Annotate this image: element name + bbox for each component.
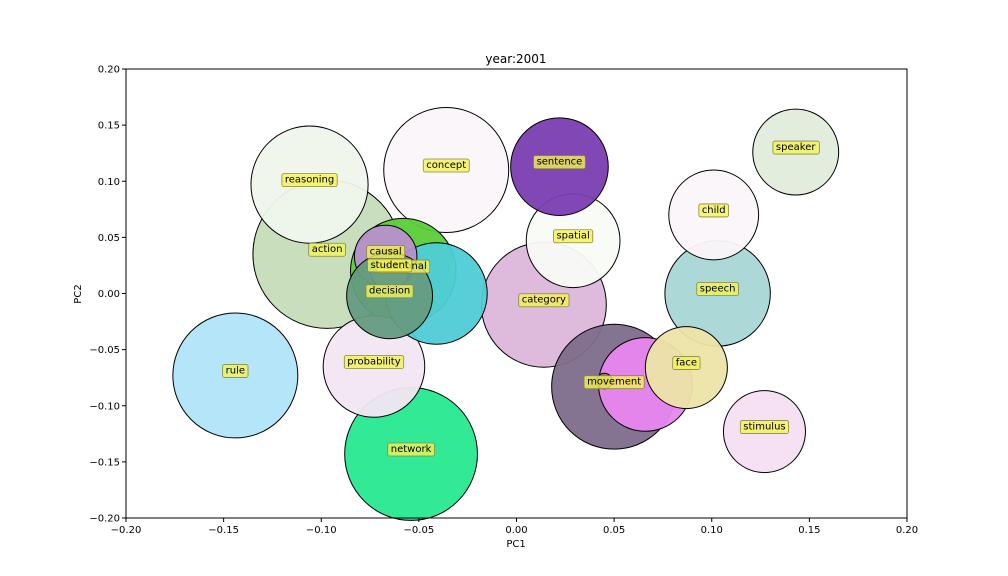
bubble-label-text: concept	[426, 160, 466, 171]
bubble-label-box	[281, 173, 338, 188]
y-tick-label: 0.10	[98, 177, 120, 188]
bubble-label-box	[553, 229, 594, 244]
x-tick-label: −0.20	[111, 525, 142, 536]
bubble-label-box	[533, 155, 586, 170]
x-tick-label: −0.10	[306, 525, 337, 536]
bubble-label-box	[308, 242, 346, 257]
bubble-label-box	[739, 420, 790, 434]
bubble-label-text: child	[702, 205, 726, 216]
bubble-label-text: reasoning	[285, 175, 334, 186]
bubble-label-causal: causal	[366, 245, 406, 259]
bubble-label-box	[672, 356, 701, 370]
bubble-label-text: action	[312, 244, 343, 255]
bubble-label-text: probability	[347, 356, 400, 367]
bubble-label-action: action	[308, 242, 346, 257]
bubble-label-text: speech	[700, 284, 736, 295]
bubble-label-stimulus: stimulus	[739, 420, 790, 434]
x-axis-label: PC1	[506, 539, 525, 550]
bubble-label-box	[583, 375, 645, 390]
bubble-label-box	[387, 442, 435, 457]
x-tick-label: −0.15	[208, 525, 239, 536]
y-tick-label: −0.15	[89, 457, 120, 468]
chart-title: year:2001	[485, 52, 546, 66]
bubble-label-text: stimulus	[743, 422, 785, 433]
bubble-label-movement: movement	[583, 375, 645, 390]
bubble-label-probability: probability	[343, 355, 405, 369]
y-tick-label: 0.15	[98, 121, 120, 132]
y-tick-label: −0.05	[89, 345, 120, 356]
y-tick-label: −0.20	[89, 514, 120, 525]
bubble-label-box	[772, 140, 820, 155]
x-tick-label: 0.00	[505, 525, 527, 536]
x-tick-label: −0.05	[404, 525, 435, 536]
bubble-label-box	[518, 293, 570, 308]
bubble-label-reasoning: reasoning	[281, 173, 338, 188]
y-tick-label: 0.00	[98, 289, 120, 300]
bubble-label-child: child	[698, 203, 729, 218]
bubble-label-text: category	[522, 295, 566, 306]
bubble-label-box	[367, 258, 413, 273]
bubble-label-text: speaker	[776, 142, 816, 153]
bubble-label-speaker: speaker	[772, 140, 820, 155]
bubble-label-text: student	[370, 260, 408, 271]
bubble-label-box	[366, 245, 406, 259]
x-tick-label: 0.10	[701, 525, 723, 536]
bubble-label-concept: concept	[422, 158, 470, 173]
bubble-label-category: category	[518, 293, 570, 308]
bubble-label-rule: rule	[222, 364, 249, 378]
bubble-label-spatial: spatial	[553, 229, 594, 244]
bubble-label-text: spatial	[556, 231, 589, 242]
bubble-label-box	[698, 203, 729, 218]
bubble-label-face: face	[672, 356, 701, 370]
bubble-label-student: student	[367, 258, 413, 273]
x-tick-label: 0.15	[798, 525, 820, 536]
bubble-layer	[172, 107, 840, 521]
bubble-label-decision: decision	[365, 284, 414, 299]
y-tick-label: 0.05	[98, 233, 120, 244]
y-tick-label: 0.20	[98, 65, 120, 76]
bubble-label-text: face	[676, 358, 697, 369]
bubble-label-speech: speech	[696, 282, 739, 296]
bubble-label-box	[222, 364, 249, 378]
bubble-label-layer: action network rule category movement concept…	[222, 140, 820, 457]
x-tick-label: 0.05	[603, 525, 625, 536]
bubble-label-network: network	[387, 442, 435, 457]
bubble-label-box	[422, 158, 470, 173]
x-tick-label: 0.20	[896, 525, 918, 536]
bubble-label-text: causal	[370, 246, 402, 257]
bubble-label-text: sentence	[537, 157, 583, 168]
y-tick-label: −0.10	[89, 401, 120, 412]
y-axis-label: PC2	[73, 284, 84, 303]
y-axis-ticks: −0.20 −0.15 −0.10 −0.05 0.00 0.05 0.10 0.15 0.20	[89, 65, 126, 525]
bubble-label-box	[365, 284, 414, 299]
x-axis-ticks: −0.20 −0.15 −0.10 −0.05 0.00 0.05 0.10 0.15 0.20	[111, 518, 918, 536]
bubble-label-text: rule	[226, 365, 245, 376]
bubble-label-box	[343, 355, 405, 369]
bubble-label-text: network	[391, 444, 432, 455]
bubble-label-text: movement	[587, 377, 641, 388]
bubble-label-text: decision	[369, 286, 410, 297]
bubble-label-sentence: sentence	[533, 155, 586, 170]
bubble-label-box	[696, 282, 739, 296]
